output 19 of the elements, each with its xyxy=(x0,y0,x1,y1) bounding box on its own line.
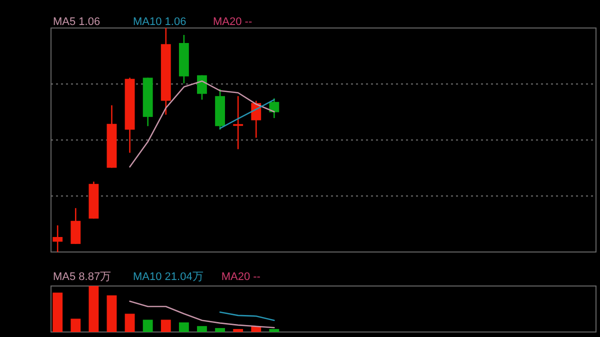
text: MA10 21.04万 xyxy=(133,271,204,283)
legend-label: MA20 -- xyxy=(213,16,252,28)
bar xyxy=(106,295,117,332)
bar xyxy=(70,318,81,332)
legend-label: MA20 -- xyxy=(221,271,261,283)
bar xyxy=(215,328,225,332)
bar xyxy=(88,286,99,332)
bar xyxy=(142,320,153,332)
bar xyxy=(160,320,171,332)
bar xyxy=(52,292,63,332)
bar xyxy=(124,314,135,332)
text: MA5 8.87万 xyxy=(53,271,112,283)
text: MA5 1.06 xyxy=(53,16,100,28)
bar xyxy=(251,326,262,332)
bar xyxy=(197,326,207,332)
text: MA10 1.06 xyxy=(133,16,186,28)
bar xyxy=(178,322,189,332)
bar xyxy=(269,329,280,332)
bar xyxy=(233,329,244,332)
